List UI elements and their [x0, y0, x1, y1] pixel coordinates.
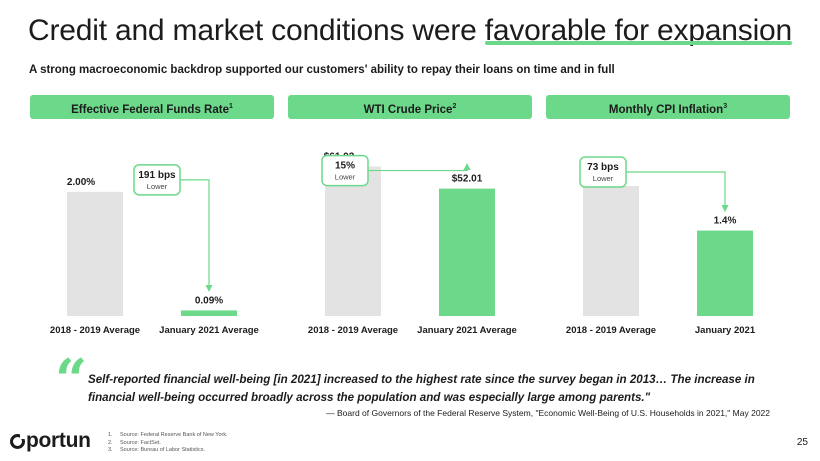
logo-text: portun: [26, 429, 91, 452]
category-label: 2018 - 2019 Average: [308, 325, 398, 336]
panel-header-wti: WTI Crude Price2: [288, 95, 532, 119]
bar-current: [181, 310, 237, 316]
category-label: 2018 - 2019 Average: [50, 325, 140, 336]
bar-baseline: [583, 186, 639, 316]
callout-arrow: [626, 171, 729, 213]
bar-value-label: 0.09%: [195, 295, 223, 306]
bar-current: [439, 188, 495, 316]
callout-sub: Lower: [593, 174, 614, 183]
footnote-marker: 1: [228, 103, 233, 110]
source-item: 2. Source: FactSet.: [108, 439, 161, 446]
bar-baseline: [67, 191, 123, 316]
callout-sub: Lower: [147, 182, 168, 191]
source-item: 3. Source: Bureau of Labor Statistics.: [108, 447, 205, 453]
bar-current: [697, 230, 753, 316]
callout-value: 15%: [335, 161, 355, 172]
quote-mark-icon: “: [55, 347, 88, 413]
bar-value-label: $52.01: [452, 174, 483, 185]
bar-value-label: 2.00%: [67, 177, 95, 188]
callout-arrow: [368, 163, 471, 172]
oportun-logo: portun: [10, 429, 91, 452]
slide-title: Credit and market conditions were favora…: [28, 14, 792, 48]
callout-sub: Lower: [335, 173, 356, 182]
source-item: 1. Source: Federal Reserve Bank of New Yo…: [108, 432, 228, 438]
quote-text: Self-reported financial well-being [in 2…: [88, 373, 755, 404]
page-number: 25: [796, 437, 808, 448]
category-label: 2018 - 2019 Average: [566, 325, 656, 336]
panel-header-fed-funds: Effective Federal Funds Rate1: [30, 95, 274, 119]
footnote-marker: 2: [452, 103, 457, 110]
title-highlight: favorable for expansion: [484, 14, 793, 47]
callout-arrow: [180, 179, 213, 293]
category-label: January 2021: [695, 325, 756, 336]
panel-title: Effective Federal Funds Rate: [71, 103, 229, 116]
panel-title: Monthly CPI Inflation: [608, 103, 724, 116]
panel-header-cpi: Monthly CPI Inflation3: [546, 95, 790, 119]
category-label: January 2021 Average: [159, 325, 259, 336]
bar-baseline: [325, 166, 381, 316]
footnote-marker: 3: [723, 103, 728, 110]
slide-subtitle: A strong macroeconomic backdrop supporte…: [29, 64, 615, 76]
panel-title: WTI Crude Price: [363, 103, 453, 116]
quote-attribution: — Board of Governors of the Federal Rese…: [326, 408, 770, 418]
logo-o-icon: [10, 432, 26, 449]
bar-value-label: 1.4%: [714, 216, 737, 227]
category-label: January 2021 Average: [417, 325, 517, 336]
title-prefix: Credit and market conditions were: [28, 14, 485, 47]
callout-value: 73 bps: [587, 162, 619, 173]
callout-value: 191 bps: [138, 170, 176, 181]
sources-list: 1. Source: Federal Reserve Bank of New Yo…: [108, 432, 228, 455]
